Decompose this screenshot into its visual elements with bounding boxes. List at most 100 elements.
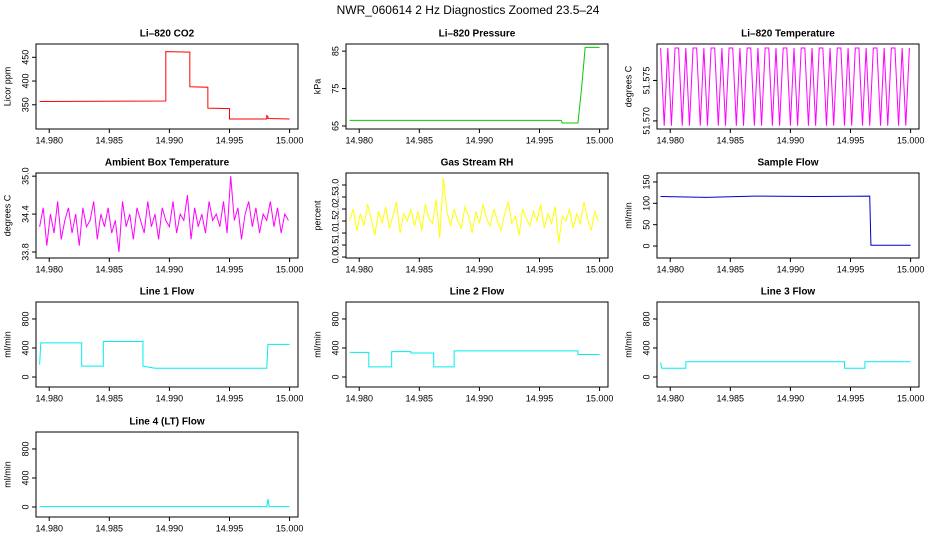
x-tick-label: 14.985 <box>406 264 434 274</box>
panel-title: Line 3 Flow <box>761 287 816 298</box>
y-tick-label: 0.5 <box>330 239 340 252</box>
page-title: NWR_060614 2 Hz Diagnostics Zoomed 23.5–… <box>337 3 600 17</box>
data-line <box>349 350 600 368</box>
x-tick-label: 14.990 <box>466 393 494 403</box>
y-axis-label: kPa <box>312 79 322 95</box>
y-tick-label: 3.0 <box>330 179 340 192</box>
y-tick-label: 100 <box>641 196 651 211</box>
y-tick-label: 0.0 <box>330 251 340 264</box>
plot-area <box>39 176 289 253</box>
x-tick-label: 14.995 <box>837 393 865 403</box>
x-tick-label: 14.980 <box>345 135 373 145</box>
x-tick-label: 14.995 <box>526 264 554 274</box>
plot-area <box>39 340 290 369</box>
plot-frame <box>35 172 299 259</box>
x-tick-label: 14.985 <box>406 135 434 145</box>
y-tick-label: 800 <box>20 311 30 326</box>
y-tick-label: 150 <box>641 174 651 189</box>
y-tick-label: 51.575 <box>641 67 651 95</box>
x-tick-label: 15.000 <box>276 393 304 403</box>
y-axis-label: ml/min <box>623 331 633 358</box>
y-tick-label: 400 <box>20 470 30 485</box>
plot-frame <box>656 301 920 388</box>
x-tick-label: 14.995 <box>216 264 244 274</box>
y-tick-label: 35.0 <box>20 167 30 185</box>
y-axis-label: Licor ppm <box>2 67 12 107</box>
x-tick-label: 14.990 <box>156 264 184 274</box>
plot-frame <box>345 43 609 130</box>
panel-title: Li–820 Temperature <box>741 29 835 40</box>
panel-title: Ambient Box Temperature <box>105 158 230 169</box>
y-tick-label: 350 <box>20 97 30 112</box>
y-axis-label: degrees C <box>2 194 12 236</box>
y-tick-label: 450 <box>20 50 30 65</box>
plot-area <box>660 195 911 246</box>
x-tick-label: 15.000 <box>897 264 925 274</box>
data-line <box>39 340 290 369</box>
y-tick-label: 800 <box>330 311 340 326</box>
data-line <box>660 195 911 246</box>
panel-title: Line 2 Flow <box>450 287 505 298</box>
panel-title: Line 1 Flow <box>140 287 195 298</box>
x-tick-label: 15.000 <box>897 135 925 145</box>
x-tick-label: 14.990 <box>777 264 805 274</box>
plot-frame <box>345 301 609 388</box>
x-tick-label: 15.000 <box>276 523 304 533</box>
y-tick-label: 50 <box>641 220 651 230</box>
plot-frame <box>35 301 299 388</box>
x-tick-label: 14.980 <box>35 393 63 403</box>
x-tick-label: 14.990 <box>156 135 184 145</box>
x-tick-label: 15.000 <box>586 264 614 274</box>
x-tick-label: 14.980 <box>656 393 684 403</box>
data-line <box>660 361 911 369</box>
y-tick-label: 400 <box>20 340 30 355</box>
data-line <box>349 177 599 243</box>
y-tick-label: 400 <box>641 340 651 355</box>
panel-title: Li–820 CO2 <box>140 29 195 40</box>
data-line <box>660 47 910 126</box>
y-tick-label: 800 <box>641 311 651 326</box>
x-tick-label: 14.980 <box>35 523 63 533</box>
y-tick-label: 51.570 <box>641 107 651 135</box>
x-tick-label: 15.000 <box>276 264 304 274</box>
plot-area <box>349 177 599 243</box>
x-tick-label: 14.990 <box>156 393 184 403</box>
x-tick-label: 14.985 <box>96 523 124 533</box>
x-tick-label: 14.980 <box>656 135 684 145</box>
plot-frame <box>35 43 299 130</box>
y-tick-label: 2.0 <box>330 203 340 216</box>
x-tick-label: 15.000 <box>586 135 614 145</box>
x-tick-label: 15.000 <box>586 393 614 403</box>
x-tick-label: 14.985 <box>717 393 745 403</box>
y-tick-label: 1.0 <box>330 227 340 240</box>
x-tick-label: 14.985 <box>406 393 434 403</box>
data-line <box>39 51 290 120</box>
y-tick-label: 75 <box>330 84 340 94</box>
x-tick-label: 14.990 <box>777 135 805 145</box>
x-tick-label: 15.000 <box>276 135 304 145</box>
x-tick-label: 14.985 <box>96 135 124 145</box>
y-tick-label: 0 <box>641 244 651 249</box>
plot-frame <box>656 43 920 130</box>
plot-area <box>660 361 911 369</box>
y-tick-label: 0 <box>20 374 30 379</box>
x-tick-label: 14.995 <box>837 264 865 274</box>
plot-frame <box>35 431 299 518</box>
x-tick-label: 14.995 <box>526 135 554 145</box>
x-tick-label: 14.995 <box>216 135 244 145</box>
panel-title: Li–820 Pressure <box>439 29 516 40</box>
y-tick-label: 1.5 <box>330 215 340 228</box>
x-tick-label: 14.985 <box>96 264 124 274</box>
y-tick-label: 0 <box>20 504 30 509</box>
y-tick-label: 400 <box>20 74 30 89</box>
plot-area <box>349 46 600 124</box>
plot-area <box>39 51 290 120</box>
plot-area <box>39 498 290 508</box>
x-tick-label: 14.980 <box>35 264 63 274</box>
x-tick-label: 14.980 <box>345 393 373 403</box>
x-tick-label: 14.980 <box>656 264 684 274</box>
y-tick-label: 0 <box>641 374 651 379</box>
x-tick-label: 14.995 <box>216 393 244 403</box>
y-tick-label: 2.5 <box>330 191 340 204</box>
